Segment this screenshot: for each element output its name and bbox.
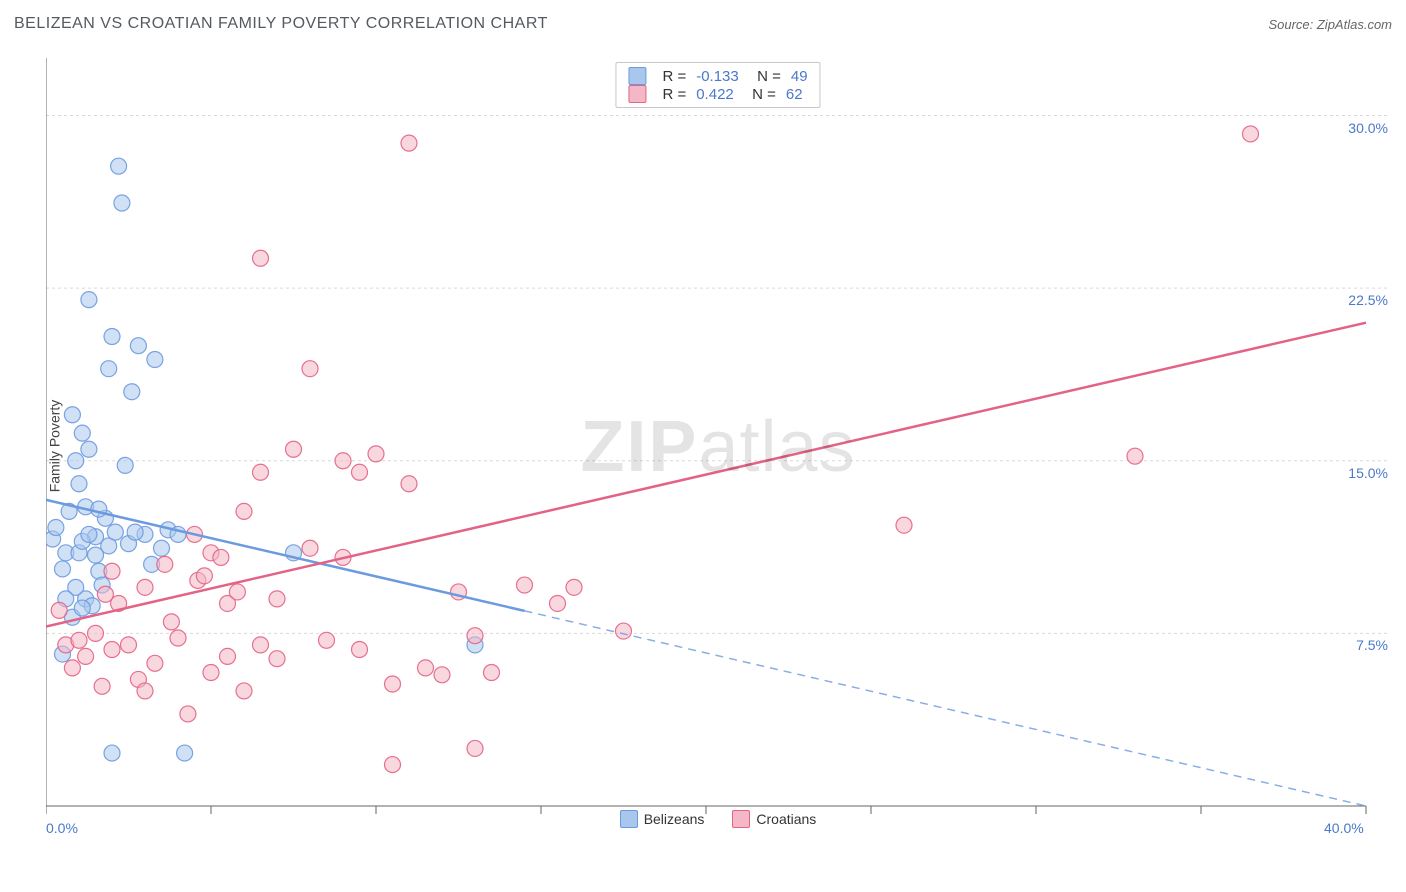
legend-swatch bbox=[628, 67, 646, 85]
scatter-plot bbox=[46, 58, 1390, 836]
stat-row: R = -0.133 N = 49 bbox=[628, 67, 807, 85]
stat-n-value: 62 bbox=[786, 86, 803, 103]
stat-r-value: 0.422 bbox=[696, 86, 734, 103]
legend-label: Belizeans bbox=[644, 811, 705, 827]
y-tick-label: 15.0% bbox=[1348, 465, 1388, 481]
legend-swatch bbox=[628, 85, 646, 103]
chart-header: BELIZEAN VS CROATIAN FAMILY POVERTY CORR… bbox=[0, 0, 1406, 48]
legend-swatch bbox=[732, 810, 750, 828]
legend-label: Croatians bbox=[756, 811, 816, 827]
stat-r-value: -0.133 bbox=[696, 68, 739, 85]
y-tick-label: 30.0% bbox=[1348, 120, 1388, 136]
legend-bottom: Belizeans Croatians bbox=[46, 810, 1390, 828]
stat-row: R = 0.422 N = 62 bbox=[628, 85, 807, 103]
correlation-stat-box: R = -0.133 N = 49R = 0.422 N = 62 bbox=[615, 62, 820, 108]
stat-n-value: 49 bbox=[791, 68, 808, 85]
legend-item: Croatians bbox=[732, 810, 816, 828]
stat-n-label: N = bbox=[744, 86, 776, 103]
y-tick-label: 22.5% bbox=[1348, 292, 1388, 308]
legend-swatch bbox=[620, 810, 638, 828]
y-tick-label: 7.5% bbox=[1356, 637, 1388, 653]
source-attribution: Source: ZipAtlas.com bbox=[1268, 17, 1392, 32]
stat-n-label: N = bbox=[749, 68, 781, 85]
chart-area: ZIPatlas R = -0.133 N = 49R = 0.422 N = … bbox=[46, 58, 1390, 836]
legend-item: Belizeans bbox=[620, 810, 705, 828]
stat-r-label: R = bbox=[662, 68, 686, 85]
stat-r-label: R = bbox=[662, 86, 686, 103]
chart-title: BELIZEAN VS CROATIAN FAMILY POVERTY CORR… bbox=[14, 15, 548, 33]
